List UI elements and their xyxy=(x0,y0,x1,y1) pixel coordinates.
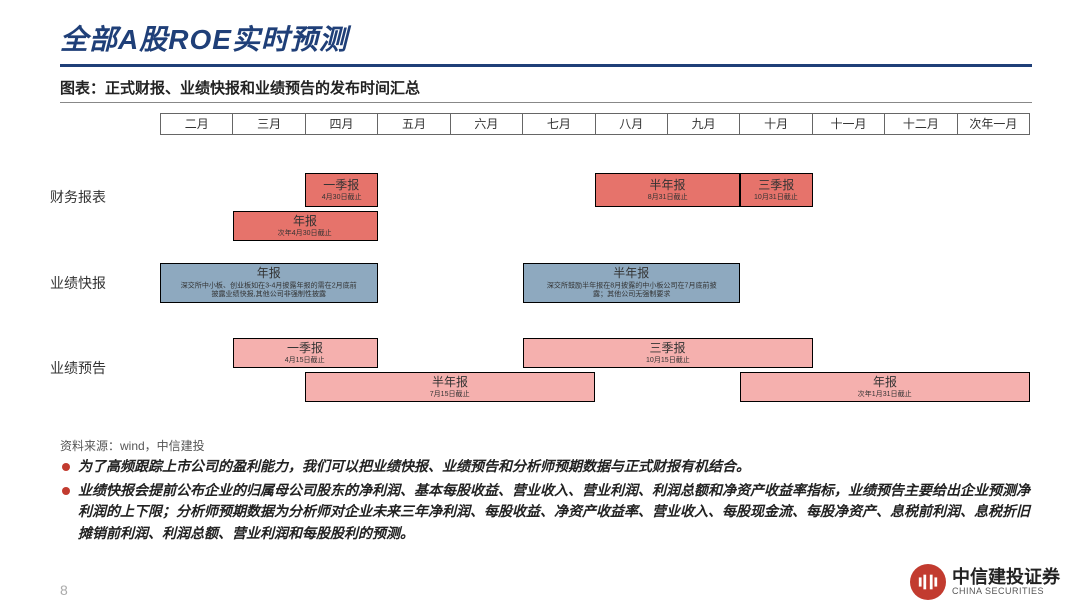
bar-subtitle: 4月30日截止 xyxy=(321,193,361,202)
page-title: 全部A股ROE实时预测 xyxy=(60,18,1032,58)
bar-subtitle: 4月15日截止 xyxy=(285,356,325,365)
timeline-bar: 三季报10月31日截止 xyxy=(740,173,813,207)
bullet-item: 业绩快报会提前公布企业的归属母公司股东的净利润、基本每股收益、营业收入、营业利润… xyxy=(60,480,1032,545)
timeline-bar: 半年报深交所鼓励半年报在8月披露的中小板公司在7月底前披露；其他公司无强制要求 xyxy=(523,263,741,303)
timeline-bar: 一季报4月30日截止 xyxy=(305,173,378,207)
month-cell: 九月 xyxy=(668,113,740,135)
title-divider xyxy=(60,64,1032,67)
month-cell: 四月 xyxy=(306,113,378,135)
timeline-bar: 年报次年1月31日截止 xyxy=(740,372,1030,402)
month-cell: 十月 xyxy=(740,113,812,135)
bullet-list: 为了高频跟踪上市公司的盈利能力，我们可以把业绩快报、业绩预告和分析师预期数据与正… xyxy=(60,456,1032,545)
bar-title: 三季报 xyxy=(758,178,794,192)
month-cell: 次年一月 xyxy=(958,113,1030,135)
row-label-express-report: 业绩快报 xyxy=(50,273,106,293)
bar-subtitle: 7月15日截止 xyxy=(430,390,470,399)
bar-title: 一季报 xyxy=(287,341,323,355)
bar-subtitle: 10月31日截止 xyxy=(754,193,798,202)
row-label-financial-report: 财务报表 xyxy=(50,187,106,207)
chart-caption: 图表：正式财报、业绩快报和业绩预告的发布时间汇总 xyxy=(60,77,1032,98)
bar-subtitle: 深交所鼓励半年报在8月披露的中小板公司在7月底前披露；其他公司无强制要求 xyxy=(540,281,723,299)
brand-name-en: CHINA SECURITIES xyxy=(952,586,1060,596)
bar-title: 半年报 xyxy=(649,178,685,192)
bar-subtitle: 次年1月31日截止 xyxy=(858,390,912,399)
page-number: 8 xyxy=(60,582,68,598)
brand-name-cn: 中信建投证券 xyxy=(952,568,1060,586)
data-source: 资料来源：wind，中信建投 xyxy=(60,437,1032,454)
bullet-item: 为了高频跟踪上市公司的盈利能力，我们可以把业绩快报、业绩预告和分析师预期数据与正… xyxy=(60,456,1032,478)
row-label-forecast: 业绩预告 xyxy=(50,358,106,378)
month-cell: 十一月 xyxy=(813,113,885,135)
month-cell: 三月 xyxy=(233,113,305,135)
month-cell: 七月 xyxy=(523,113,595,135)
bar-subtitle: 8月31日截止 xyxy=(648,193,688,202)
brand-logo: 中信建投证券 CHINA SECURITIES xyxy=(910,564,1060,600)
bar-title: 三季报 xyxy=(649,341,685,355)
month-cell: 五月 xyxy=(378,113,450,135)
bar-subtitle: 次年4月30日截止 xyxy=(278,229,332,238)
timeline-bar: 三季报10月15日截止 xyxy=(523,338,813,368)
month-cell: 十二月 xyxy=(885,113,957,135)
brand-logo-icon xyxy=(910,564,946,600)
timeline-bar: 半年报7月15日截止 xyxy=(305,372,595,402)
bar-title: 年报 xyxy=(257,266,281,280)
timeline-bar: 一季报4月15日截止 xyxy=(233,338,378,368)
bar-subtitle: 10月15日截止 xyxy=(646,356,690,365)
month-header-row: 二月三月四月五月六月七月八月九月十月十一月十二月次年一月 xyxy=(160,113,1030,135)
timeline-bar: 年报深交所中小板、创业板如在3-4月披露年报的需在2月底前披露业绩快报,其他公司… xyxy=(160,263,378,303)
bar-title: 半年报 xyxy=(432,375,468,389)
caption-divider xyxy=(60,102,1032,103)
bar-title: 一季报 xyxy=(323,178,359,192)
timeline-bar: 年报次年4月30日截止 xyxy=(233,211,378,241)
bar-subtitle: 深交所中小板、创业板如在3-4月披露年报的需在2月底前披露业绩快报,其他公司非强… xyxy=(177,281,360,299)
month-cell: 六月 xyxy=(451,113,523,135)
bar-title: 年报 xyxy=(873,375,897,389)
timeline-bar: 半年报8月31日截止 xyxy=(595,173,740,207)
month-cell: 二月 xyxy=(160,113,233,135)
bar-title: 半年报 xyxy=(613,266,649,280)
month-cell: 八月 xyxy=(596,113,668,135)
bar-title: 年报 xyxy=(293,214,317,228)
timeline-chart: 二月三月四月五月六月七月八月九月十月十一月十二月次年一月 财务报表 业绩快报 业… xyxy=(60,113,1032,433)
